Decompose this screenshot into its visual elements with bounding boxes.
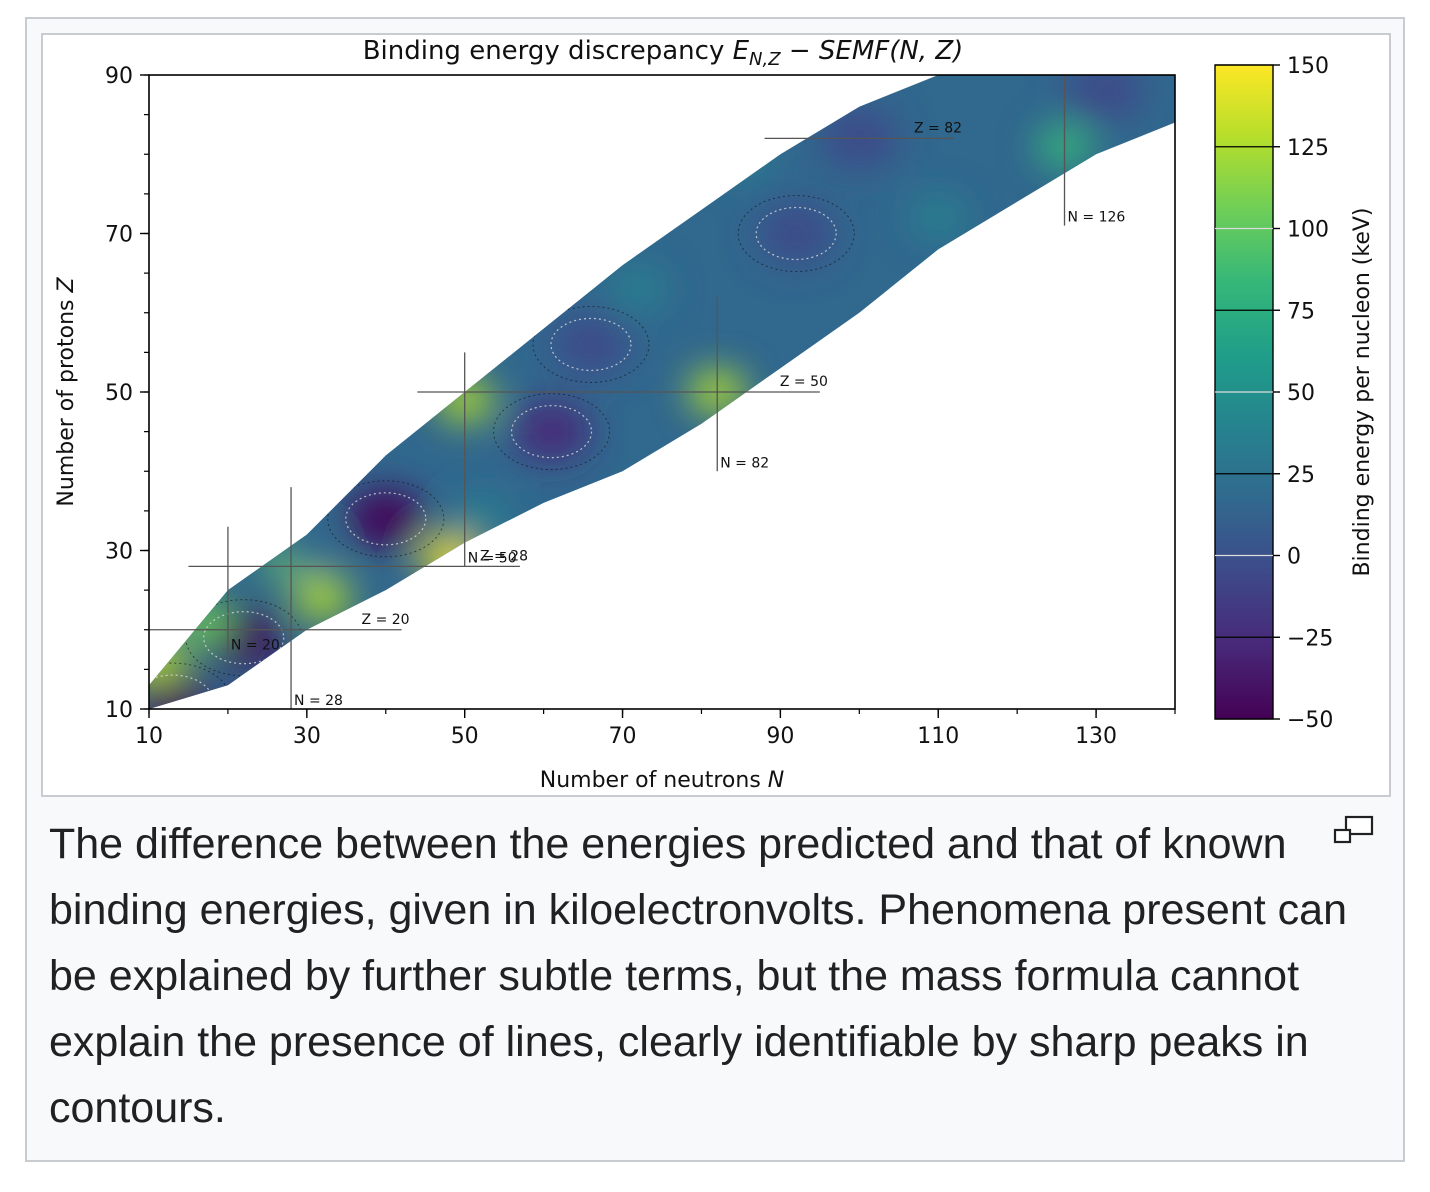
magnify-icon-glyph [1333, 815, 1374, 844]
x-tick-label: 50 [451, 724, 479, 749]
contour-line [345, 492, 427, 546]
heatmap-feature [294, 576, 352, 621]
y-tick-label: 90 [105, 64, 133, 89]
heatmap-feature [1064, 75, 1143, 121]
heatmap-feature [451, 496, 510, 541]
x-axis-label: Number of neutrons N [540, 768, 785, 793]
magic-line-label: N = 50 [468, 550, 517, 566]
x-tick-label: 10 [135, 724, 163, 749]
heatmap-feature [551, 314, 630, 375]
magic-line-label: N = 20 [231, 638, 280, 654]
colorbar-tick-label: −50 [1287, 708, 1333, 733]
heatmap-feature [346, 488, 425, 549]
contour-line [493, 393, 611, 471]
magnify-clip-icon[interactable] [1332, 815, 1376, 849]
magic-line-label: N = 82 [720, 455, 769, 471]
contour-line [327, 480, 445, 558]
magic-line-label: Z = 28 [480, 548, 528, 564]
heatmap-chart: Binding energy discrepancy EN,Z − SEMF(N… [54, 36, 1375, 793]
x-tick-label: 30 [293, 724, 321, 749]
heatmap-feature [909, 195, 967, 240]
y-tick-label: 70 [105, 223, 133, 248]
magic-line-label: N = 126 [1068, 210, 1126, 226]
heatmap-feature [512, 401, 591, 462]
colorbar-tick-label: 0 [1287, 545, 1301, 570]
magic-line-label: Z = 82 [914, 120, 962, 136]
magic-line-label: Z = 20 [362, 612, 410, 628]
colorbar-tick-label: −25 [1287, 626, 1333, 651]
heatmap-feature [712, 132, 770, 177]
magic-line-label: N = 28 [294, 693, 343, 709]
colorbar-label: Binding energy per nucleon (keV) [1350, 207, 1375, 576]
colorbar-ticks: 150 125 100 75 50 25 0 −25 −50 [1215, 54, 1333, 733]
contour-line [510, 405, 593, 459]
x-tick-label: 90 [766, 724, 794, 749]
y-tick-label: 10 [105, 698, 133, 723]
colorbar-tick-label: 75 [1287, 299, 1315, 324]
chart-title: Binding energy discrepancy EN,Z − SEMF(N… [363, 36, 964, 70]
magic-line-label: Z = 50 [780, 374, 828, 390]
y-tick-label: 30 [105, 540, 133, 565]
contour-line [755, 206, 837, 261]
y-axis-label: Number of protons Z [54, 277, 79, 507]
y-tick-label: 50 [105, 381, 133, 406]
contour-line [550, 317, 632, 372]
colorbar-tick-label: 150 [1287, 54, 1329, 79]
contour-line [737, 195, 855, 272]
colorbar-tick-label: 50 [1287, 381, 1315, 406]
x-axis-ticks: 10 30 50 70 90 110 130 [135, 709, 1176, 749]
chart-image[interactable]: Binding energy discrepancy EN,Z − SEMF(N… [41, 33, 1391, 797]
y-axis-ticks: 10 30 50 70 90 [105, 64, 149, 723]
heatmap-feature [757, 203, 836, 264]
heatmap-feature [609, 266, 667, 311]
figure-thumbnail: Binding energy discrepancy EN,Z − SEMF(N… [25, 17, 1405, 1162]
contour-line [203, 611, 285, 665]
magic-number-lines: N = 20 N = 28 N = 50 N = 82 N = 126 Z = 20 Z =… [149, 75, 1125, 709]
figure-caption: The difference between the energies pred… [49, 820, 1347, 1132]
colorbar-tick-label: 100 [1287, 218, 1329, 243]
colorbar-tick-label: 25 [1287, 463, 1315, 488]
x-tick-label: 130 [1075, 724, 1117, 749]
heatmap-feature [149, 671, 212, 709]
heatmap-band [149, 75, 1175, 709]
contour-line [532, 305, 650, 383]
x-tick-label: 70 [609, 724, 637, 749]
colorbar-tick-label: 125 [1287, 136, 1329, 161]
x-tick-label: 110 [917, 724, 959, 749]
